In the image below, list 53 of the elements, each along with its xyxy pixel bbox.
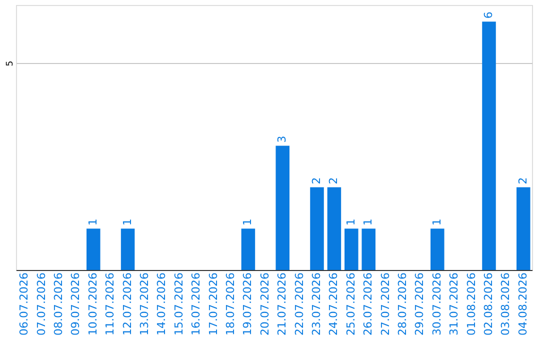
- x-tick-label: 11.07.2026: [104, 272, 117, 336]
- x-tick-label: 27.07.2026: [378, 272, 392, 336]
- data-label: 1: [241, 218, 254, 226]
- data-label: 6: [482, 12, 495, 19]
- x-tick-label: 10.07.2026: [86, 272, 100, 336]
- x-tick-label: 12.07.2026: [120, 272, 134, 336]
- data-label: 1: [86, 218, 100, 226]
- x-tick-label: 13.07.2026: [138, 272, 151, 336]
- data-label: 3: [276, 136, 289, 143]
- x-tick-label: 01.08.2026: [464, 272, 478, 336]
- x-tick-label: 25.07.2026: [344, 272, 358, 336]
- data-label: 2: [327, 177, 340, 184]
- bar: [241, 228, 256, 270]
- x-tick-label: 08.07.2026: [52, 272, 65, 336]
- x-tick-label: 04.08.2026: [516, 272, 530, 336]
- x-tick-label: 06.07.2026: [18, 272, 31, 336]
- bar: [310, 187, 324, 270]
- x-tick-label: 23.07.2026: [310, 272, 323, 336]
- x-tick-label: 31.07.2026: [448, 272, 461, 336]
- x-tick-label: 16.07.2026: [190, 272, 203, 336]
- data-label: 1: [430, 218, 444, 226]
- bar: [276, 146, 290, 270]
- bar: [344, 228, 358, 270]
- data-label: 1: [362, 218, 375, 226]
- data-label: 1: [344, 218, 358, 226]
- x-tick-label: 22.07.2026: [292, 272, 306, 336]
- y-tick-label: 5: [6, 60, 16, 66]
- bar: [120, 228, 135, 270]
- bar: [430, 228, 444, 270]
- x-tick-label: 14.07.2026: [155, 272, 168, 336]
- x-tick-label: 29.07.2026: [413, 272, 426, 336]
- x-tick-label: 24.07.2026: [327, 272, 340, 336]
- x-tick-label: 20.07.2026: [258, 272, 272, 336]
- bar: [482, 22, 496, 270]
- bar: [362, 228, 376, 270]
- x-tick-label: 07.07.2026: [34, 272, 48, 336]
- x-tick-label: 28.07.2026: [396, 272, 409, 336]
- x-tick-label: 03.08.2026: [499, 272, 512, 336]
- bar: [327, 187, 342, 270]
- x-tick-label: 30.07.2026: [430, 272, 444, 336]
- x-tick-label: 02.08.2026: [482, 272, 495, 336]
- bar: [86, 228, 100, 270]
- x-tick-label: 15.07.2026: [172, 272, 186, 336]
- data-label: 2: [310, 177, 323, 184]
- x-tick-label: 17.07.2026: [206, 272, 220, 336]
- data-label: 1: [120, 218, 134, 226]
- data-label: 2: [516, 177, 530, 184]
- x-tick-label: 18.07.2026: [224, 272, 237, 336]
- x-tick-label: 21.07.2026: [276, 272, 289, 336]
- x-tick-label: 26.07.2026: [362, 272, 375, 336]
- bar: [516, 187, 530, 270]
- x-tick-label: 19.07.2026: [241, 272, 254, 336]
- x-tick-label: 09.07.2026: [69, 272, 82, 336]
